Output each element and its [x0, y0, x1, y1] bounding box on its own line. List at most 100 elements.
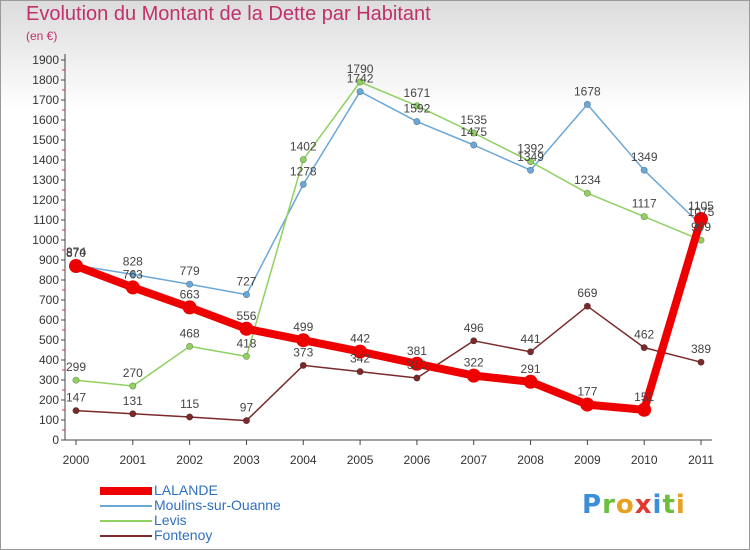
- data-point-lalande: [125, 280, 140, 295]
- data-point-levis: [242, 352, 250, 360]
- legend-swatch: [100, 486, 152, 495]
- x-tick-label: 2002: [176, 453, 203, 467]
- data-label-levis: 1392: [517, 142, 544, 156]
- data-label-lalande: 177: [577, 385, 597, 399]
- data-point-lalande: [69, 259, 83, 273]
- data-label-fontenoy: 373: [293, 345, 313, 359]
- data-point-fontenoy: [640, 344, 648, 352]
- series-line-lalande: [72, 215, 705, 414]
- data-point-moulins-sur-ouanne: [186, 280, 194, 288]
- y-tick-label: 1900: [32, 53, 59, 67]
- data-label-moulins-sur-ouanne: 1278: [290, 164, 317, 178]
- data-point-moulins-sur-ouanne: [640, 166, 648, 174]
- data-label-fontenoy: 441: [521, 332, 541, 346]
- data-point-fontenoy: [72, 407, 80, 415]
- data-label-moulins-sur-ouanne: 1678: [574, 84, 601, 98]
- data-point-lalande: [296, 333, 311, 348]
- logo-letter: i: [675, 490, 686, 520]
- data-label-moulins-sur-ouanne: 779: [180, 264, 200, 278]
- data-label-fontenoy: 342: [350, 352, 370, 366]
- data-label-moulins-sur-ouanne: 1592: [404, 102, 431, 116]
- x-tick-label: 2003: [233, 453, 260, 467]
- data-point-moulins-sur-ouanne: [470, 141, 478, 149]
- data-label-levis: 270: [123, 366, 143, 380]
- data-point-lalande: [353, 344, 368, 359]
- data-point-levis: [583, 189, 591, 197]
- data-label-moulins-sur-ouanne: 1742: [347, 72, 374, 86]
- logo-letter: x: [634, 490, 653, 520]
- data-label-moulins-sur-ouanne: 1075: [688, 205, 715, 219]
- data-label-lalande: 322: [464, 356, 484, 370]
- data-point-fontenoy: [299, 361, 307, 369]
- data-point-lalande: [239, 321, 254, 336]
- x-tick-label: 2009: [574, 453, 601, 467]
- legend-item-moulins-sur-ouanne: Moulins-sur-Ouanne: [100, 498, 281, 513]
- chart-legend: LALANDE Moulins-sur-Ouanne Levis Fontenoy: [100, 483, 281, 543]
- data-label-levis: 468: [180, 326, 200, 340]
- data-point-levis: [527, 158, 535, 166]
- proxiti-logo: Proxiti: [582, 490, 686, 520]
- data-label-lalande: 870: [66, 246, 86, 260]
- data-label-lalande: 381: [407, 344, 427, 358]
- legend-item-lalande: LALANDE: [100, 483, 281, 498]
- x-tick-label: 2004: [290, 453, 317, 467]
- y-tick-label: 1000: [32, 233, 59, 247]
- y-tick-label: 200: [39, 393, 59, 407]
- data-label-levis: 999: [691, 220, 711, 234]
- data-point-fontenoy: [527, 348, 535, 356]
- series-line-fontenoy: [75, 305, 702, 422]
- logo-letter: i: [652, 490, 663, 520]
- y-tick-label: 1800: [32, 73, 59, 87]
- data-point-lalande: [182, 300, 197, 315]
- logo-letter: t: [662, 490, 676, 520]
- data-point-fontenoy: [186, 413, 194, 421]
- legend-swatch: [100, 519, 152, 522]
- data-label-levis: 1790: [347, 62, 374, 76]
- legend-label: Moulins-sur-Ouanne: [154, 497, 281, 513]
- legend-label: LALANDE: [154, 482, 218, 498]
- data-point-moulins-sur-ouanne: [583, 100, 591, 108]
- data-label-levis: 1117: [632, 197, 657, 211]
- data-label-fontenoy: 389: [691, 342, 711, 356]
- data-point-moulins-sur-ouanne: [299, 180, 307, 188]
- x-tick-label: 2000: [63, 453, 90, 467]
- x-tick-label: 2008: [517, 453, 544, 467]
- y-tick-label: 1400: [32, 153, 59, 167]
- y-tick-label: 1600: [32, 113, 59, 127]
- data-label-levis: 1402: [290, 140, 317, 154]
- data-label-moulins-sur-ouanne: 1475: [460, 125, 487, 139]
- x-tick-label: 2005: [347, 453, 374, 467]
- data-point-levis: [413, 102, 421, 110]
- legend-item-levis: Levis: [100, 513, 281, 528]
- chart-title: Evolution du Montant de la Dette par Hab…: [26, 3, 431, 25]
- y-tick-label: 1700: [32, 93, 59, 107]
- y-tick-label: 0: [52, 433, 59, 447]
- y-tick-label: 100: [39, 413, 59, 427]
- data-point-moulins-sur-ouanne: [413, 118, 421, 126]
- data-label-levis: 299: [66, 360, 86, 374]
- data-point-moulins-sur-ouanne: [356, 88, 364, 96]
- data-label-moulins-sur-ouanne: 1349: [517, 150, 544, 164]
- x-tick-label: 2006: [404, 453, 431, 467]
- y-axis-unit: (en €): [26, 29, 58, 43]
- data-label-levis: 418: [236, 336, 256, 350]
- data-label-lalande: 151: [634, 390, 654, 404]
- y-tick-label: 800: [39, 273, 59, 287]
- data-label-fontenoy: 115: [180, 397, 199, 411]
- data-point-levis: [299, 156, 307, 164]
- data-point-fontenoy: [242, 417, 250, 425]
- data-point-fontenoy: [413, 374, 421, 382]
- data-label-fontenoy: 131: [123, 394, 143, 408]
- y-tick-label: 400: [39, 353, 59, 367]
- data-point-fontenoy: [470, 337, 478, 345]
- legend-swatch: [100, 534, 152, 537]
- data-label-lalande: 763: [123, 267, 143, 281]
- legend-swatch: [100, 504, 152, 507]
- data-point-lalande: [637, 402, 652, 417]
- x-tick-label: 2001: [119, 453, 146, 467]
- data-point-lalande: [580, 397, 595, 412]
- data-label-levis: 1535: [460, 113, 487, 127]
- data-label-fontenoy: 310: [407, 358, 427, 372]
- y-tick-label: 1100: [33, 213, 59, 227]
